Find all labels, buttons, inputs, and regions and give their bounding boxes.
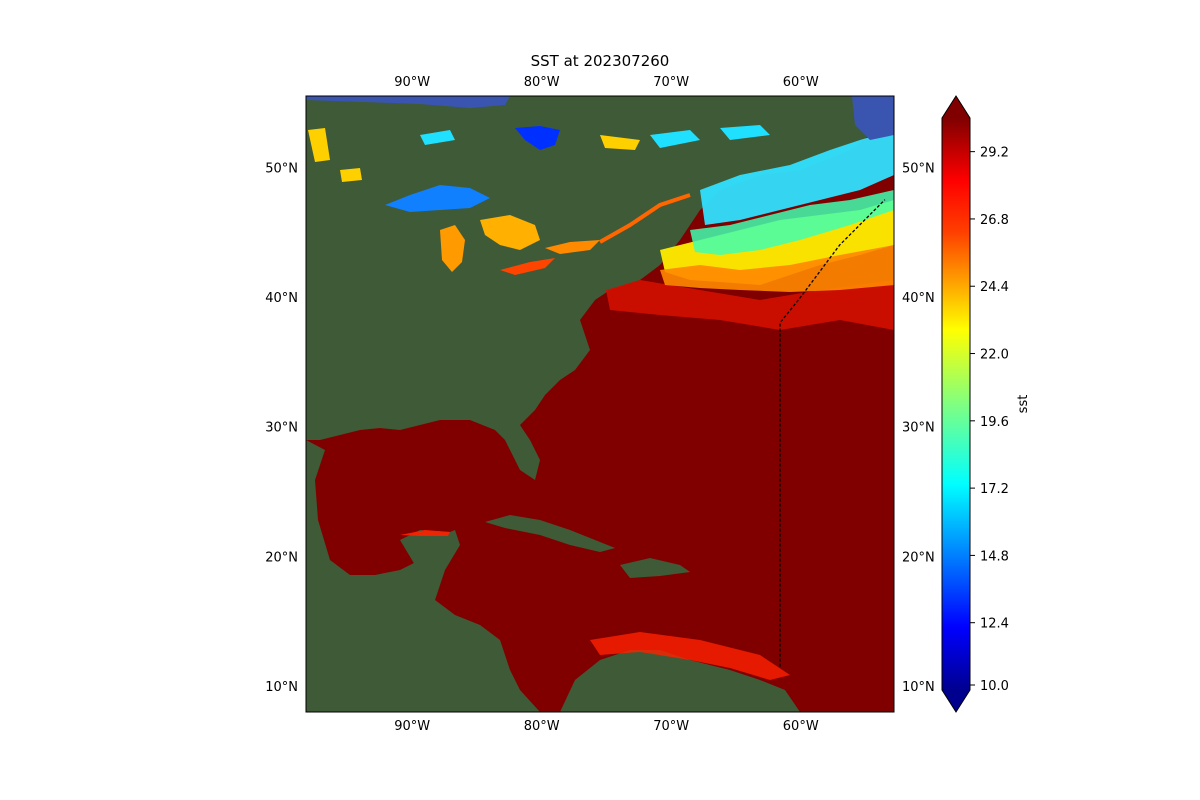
james-bay	[515, 126, 560, 150]
cyan-lakes	[420, 125, 770, 148]
lat-label-right: 30°N	[902, 421, 935, 436]
colorbar: 10.0 12.4 14.8 17.2 19.6 22.0 24.4 26.8 29.2 sst	[941, 95, 1031, 713]
warm-coast-venezuela	[590, 632, 790, 680]
colorbar-ticks: 10.0 12.4 14.8 17.2 19.6 22.0 24.4 26.8 29.2	[970, 146, 1009, 694]
colorbar-tick-label: 17.2	[980, 482, 1009, 497]
lon-label-top: 60°W	[783, 75, 819, 90]
cool-waters-newfoundland	[700, 130, 894, 225]
colorbar-tick-label: 10.0	[980, 679, 1009, 694]
colorbar-outline	[941, 95, 971, 713]
colorbar-label: sst	[1016, 395, 1031, 414]
northern-lakes	[308, 128, 640, 182]
lake-ontario	[545, 240, 600, 254]
lon-label-top: 80°W	[524, 75, 560, 90]
labrador-lake	[852, 96, 894, 140]
map-frame	[305, 95, 895, 713]
lon-label-bottom: 60°W	[783, 719, 819, 734]
colorbar-extend-bottom	[942, 690, 970, 712]
colorbar-tick-label: 29.2	[980, 146, 1009, 161]
lat-label-right: 50°N	[902, 161, 935, 176]
lat-tick-labels-left: 10°N 20°N 30°N 40°N 50°N	[265, 161, 298, 695]
lat-label-left: 10°N	[265, 680, 298, 695]
land-cuba	[485, 515, 615, 552]
lon-tick-labels-top: 90°W 80°W 70°W 60°W	[394, 75, 819, 90]
lat-label-left: 20°N	[265, 550, 298, 565]
cool-waters-scotian	[690, 190, 894, 255]
colorbar-tick-label: 26.8	[980, 213, 1009, 228]
colorbar-extend-top	[942, 96, 970, 118]
lat-label-left: 50°N	[265, 161, 298, 176]
land-central-america	[306, 440, 540, 712]
st-lawrence-river	[599, 193, 691, 244]
lat-label-right: 10°N	[902, 680, 935, 695]
warm-band	[606, 280, 894, 330]
warm-coast-yucatan	[400, 530, 450, 536]
lon-tick-labels-bottom: 90°W 80°W 70°W 60°W	[394, 719, 819, 734]
colorbar-tick-label: 24.4	[980, 280, 1009, 295]
land-hispaniola	[620, 558, 690, 578]
land-south-america	[560, 650, 800, 712]
lon-label-bottom: 80°W	[524, 719, 560, 734]
colorbar-tick-label: 14.8	[980, 549, 1009, 564]
colorbar-tick-label: 12.4	[980, 617, 1009, 632]
lon-label-bottom: 90°W	[394, 719, 430, 734]
lake-superior	[385, 185, 490, 212]
lat-label-left: 40°N	[265, 291, 298, 306]
lake-huron	[480, 215, 540, 250]
lake-michigan	[440, 225, 465, 272]
colorbar-tick-label: 22.0	[980, 348, 1009, 363]
track-line	[779, 199, 886, 667]
lat-label-right: 40°N	[902, 291, 935, 306]
lat-label-right: 20°N	[902, 550, 935, 565]
orange-band	[660, 245, 894, 292]
colorbar-tick-label: 19.6	[980, 415, 1009, 430]
lon-label-top: 70°W	[653, 75, 689, 90]
lat-tick-labels-right: 10°N 20°N 30°N 40°N 50°N	[902, 161, 935, 695]
land-yucatan	[400, 530, 455, 565]
lake-erie	[500, 258, 555, 275]
map-panel	[306, 96, 894, 712]
hudson-bay	[306, 96, 510, 108]
figure-title: SST at 202307260	[530, 52, 670, 70]
lon-label-bottom: 70°W	[653, 719, 689, 734]
colorbar-body	[942, 118, 970, 690]
lat-label-left: 30°N	[265, 421, 298, 436]
lon-label-top: 90°W	[394, 75, 430, 90]
